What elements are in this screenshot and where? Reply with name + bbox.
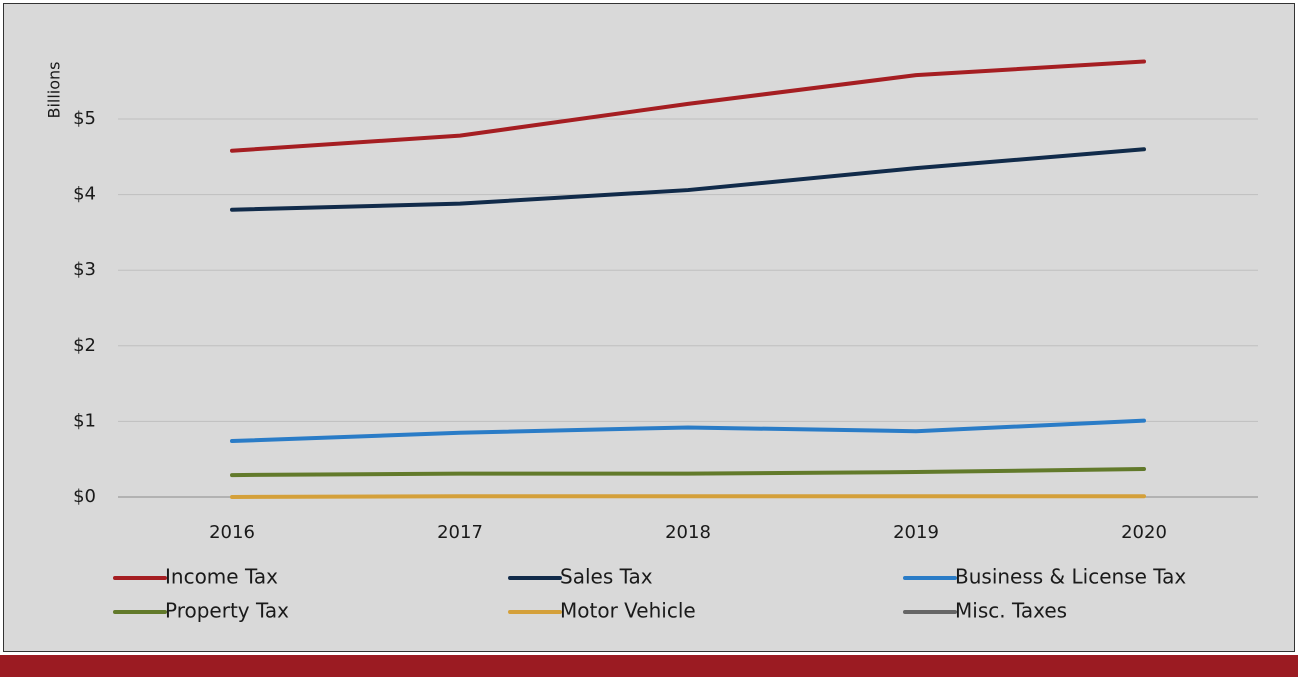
chart-panel bbox=[3, 3, 1295, 652]
x-tick-label: 2020 bbox=[1121, 522, 1167, 543]
x-tick-label: 2019 bbox=[893, 522, 939, 543]
series-line bbox=[230, 467, 1146, 478]
series-line bbox=[230, 418, 1146, 444]
legend-label: Property Tax bbox=[165, 599, 289, 623]
footer-bar bbox=[0, 655, 1298, 677]
y-tick-label: $0 bbox=[73, 486, 96, 507]
series-line bbox=[230, 59, 1146, 153]
legend-label: Income Tax bbox=[165, 565, 278, 589]
y-tick-label: $5 bbox=[73, 108, 96, 129]
y-axis-label: Billions bbox=[45, 61, 64, 118]
legend-label: Motor Vehicle bbox=[560, 599, 696, 623]
legend-label: Business & License Tax bbox=[955, 565, 1186, 589]
series-line bbox=[230, 494, 1146, 499]
x-tick-label: 2016 bbox=[209, 522, 255, 543]
x-tick-label: 2018 bbox=[665, 522, 711, 543]
legend-label: Sales Tax bbox=[560, 565, 653, 589]
y-tick-label: $2 bbox=[73, 335, 96, 356]
y-tick-label: $4 bbox=[73, 184, 96, 205]
series-line bbox=[230, 147, 1146, 212]
legend-label: Misc. Taxes bbox=[955, 599, 1067, 623]
x-tick-label: 2017 bbox=[437, 522, 483, 543]
y-tick-label: $1 bbox=[73, 410, 96, 431]
y-tick-label: $3 bbox=[73, 259, 96, 280]
